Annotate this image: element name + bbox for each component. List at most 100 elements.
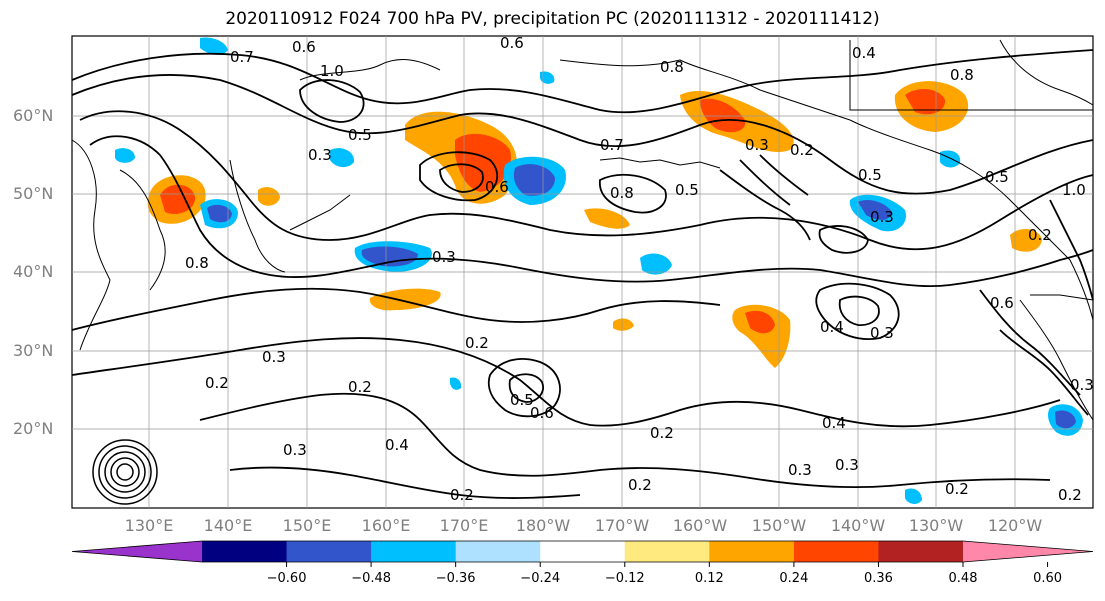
contour-label: 0.8 bbox=[950, 66, 974, 84]
contour-label: 0.2 bbox=[945, 480, 969, 498]
colorbar-tick-label: −0.12 bbox=[605, 571, 645, 586]
precip-negative-region bbox=[450, 377, 462, 390]
precip-positive-core bbox=[905, 88, 946, 115]
precip-positive-region bbox=[732, 304, 791, 368]
longitude-labels: 130°E 140°E 150°E 160°E 170°E 180°W 170°… bbox=[125, 516, 1043, 535]
contour-label: 0.2 bbox=[348, 378, 372, 396]
lat-label: 40°N bbox=[13, 262, 53, 281]
precip-negative-region bbox=[540, 71, 555, 84]
precip-positive-core bbox=[160, 184, 196, 215]
colorbar-segment bbox=[455, 541, 541, 562]
precip-positive-region bbox=[1010, 228, 1042, 252]
colorbar-tick-label: −0.60 bbox=[267, 571, 307, 586]
contour-labels: 0.7 0.6 1.0 0.6 0.8 0.4 0.8 0.5 0.3 0.7 … bbox=[185, 34, 1094, 504]
lon-label: 130°E bbox=[125, 516, 174, 535]
contour-label: 0.3 bbox=[788, 461, 812, 479]
contour-label: 0.2 bbox=[790, 141, 814, 159]
contour-label: 0.3 bbox=[262, 348, 286, 366]
contour-label: 0.4 bbox=[822, 414, 846, 432]
colorbar-segment bbox=[878, 541, 964, 562]
contour-label: 0.4 bbox=[820, 318, 844, 336]
contour-label: 0.2 bbox=[205, 374, 229, 392]
contour-label: 0.3 bbox=[870, 324, 894, 342]
colorbar: −0.60 −0.48 −0.36 −0.24 −0.12 0.12 0.24 0.36 0.4… bbox=[71, 540, 1094, 586]
contour-label: 0.8 bbox=[660, 58, 684, 76]
precip-negative-region bbox=[200, 37, 228, 55]
precip-negative-region bbox=[940, 150, 961, 168]
precip-negative-region bbox=[640, 253, 672, 275]
map-title: 2020110912 F024 700 hPa PV, precipitatio… bbox=[225, 9, 880, 29]
contour-label: 0.4 bbox=[852, 44, 876, 62]
contour-label: 0.3 bbox=[835, 456, 859, 474]
precip-positive-region bbox=[613, 318, 634, 331]
precip-positive-core bbox=[700, 98, 746, 133]
lon-label: 150°E bbox=[283, 516, 332, 535]
colorbar-outline bbox=[71, 540, 1094, 563]
colorbar-tick-label: 0.60 bbox=[1033, 571, 1062, 586]
colorbar-tick-label: −0.24 bbox=[520, 571, 560, 586]
contour-label: 0.6 bbox=[485, 178, 509, 196]
lat-label: 60°N bbox=[13, 106, 53, 125]
contour-label: 0.2 bbox=[465, 334, 489, 352]
contour-label: 0.3 bbox=[870, 208, 894, 226]
contour-label: 0.2 bbox=[1058, 486, 1082, 504]
colorbar-tick-label: −0.48 bbox=[351, 571, 391, 586]
precip-positive-core bbox=[745, 310, 775, 334]
coastlines bbox=[71, 39, 1094, 421]
colorbar-segment bbox=[709, 541, 795, 562]
vortex-contours bbox=[92, 439, 158, 505]
map-panel: 0.7 0.6 1.0 0.6 0.8 0.4 0.8 0.5 0.3 0.7 … bbox=[71, 34, 1094, 509]
precip-negative-core bbox=[1055, 410, 1076, 429]
precip-negative-core bbox=[858, 200, 892, 220]
contour-label: 0.4 bbox=[385, 436, 409, 454]
contour-label: 0.8 bbox=[185, 254, 209, 272]
colorbar-tick-label: 0.24 bbox=[779, 571, 808, 586]
contour-label: 0.2 bbox=[450, 486, 474, 504]
contour-label: 0.7 bbox=[230, 48, 254, 66]
contour-label: 0.8 bbox=[610, 184, 634, 202]
contour-label: 0.6 bbox=[530, 404, 554, 422]
lon-label: 140°E bbox=[204, 516, 253, 535]
colorbar-segment bbox=[371, 541, 457, 562]
colorbar-tick-label: −0.36 bbox=[436, 571, 476, 586]
lon-label: 140°W bbox=[831, 516, 886, 535]
colorbar-segment bbox=[540, 541, 626, 562]
colorbar-tick-label: 0.48 bbox=[949, 571, 978, 586]
colorbar-extend-low bbox=[72, 541, 202, 562]
contour-label: 0.3 bbox=[308, 146, 332, 164]
precip-positive-region bbox=[258, 187, 280, 206]
lon-label: 150°W bbox=[752, 516, 807, 535]
contour-label: 0.5 bbox=[985, 168, 1009, 186]
lat-label: 50°N bbox=[13, 184, 53, 203]
lat-label: 20°N bbox=[13, 419, 53, 438]
lon-label: 170°E bbox=[440, 516, 489, 535]
contour-label: 0.2 bbox=[1028, 226, 1052, 244]
contour-label: 0.2 bbox=[650, 424, 674, 442]
precip-negative-region bbox=[115, 148, 135, 163]
lon-label: 160°E bbox=[362, 516, 411, 535]
precip-negative-core bbox=[207, 204, 232, 223]
contour-label: 0.5 bbox=[858, 166, 882, 184]
latitude-labels: 60°N 50°N 40°N 30°N 20°N bbox=[13, 106, 53, 438]
contour-label: 0.6 bbox=[292, 38, 316, 56]
contour-label: 1.0 bbox=[1062, 181, 1086, 199]
contour-label: 0.6 bbox=[500, 34, 524, 52]
precip-positive-region bbox=[584, 208, 630, 229]
contour-label: 0.2 bbox=[628, 476, 652, 494]
colorbar-tick-label: 0.36 bbox=[864, 571, 893, 586]
contour-label: 0.3 bbox=[283, 441, 307, 459]
precip-negative-core bbox=[513, 164, 555, 196]
lat-label: 30°N bbox=[13, 341, 53, 360]
contour-label: 0.7 bbox=[600, 136, 624, 154]
contour-label: 0.3 bbox=[1070, 376, 1094, 394]
contour-label: 0.5 bbox=[348, 126, 372, 144]
precip-negative-core bbox=[361, 246, 418, 267]
contour-label: 0.6 bbox=[990, 294, 1014, 312]
colorbar-segment bbox=[624, 541, 710, 562]
precip-negative-region bbox=[905, 488, 922, 504]
lon-label: 170°W bbox=[595, 516, 650, 535]
precip-shading bbox=[115, 37, 1083, 504]
lon-label: 180°W bbox=[516, 516, 571, 535]
colorbar-extend-high bbox=[963, 541, 1093, 562]
colorbar-segment bbox=[286, 541, 372, 562]
